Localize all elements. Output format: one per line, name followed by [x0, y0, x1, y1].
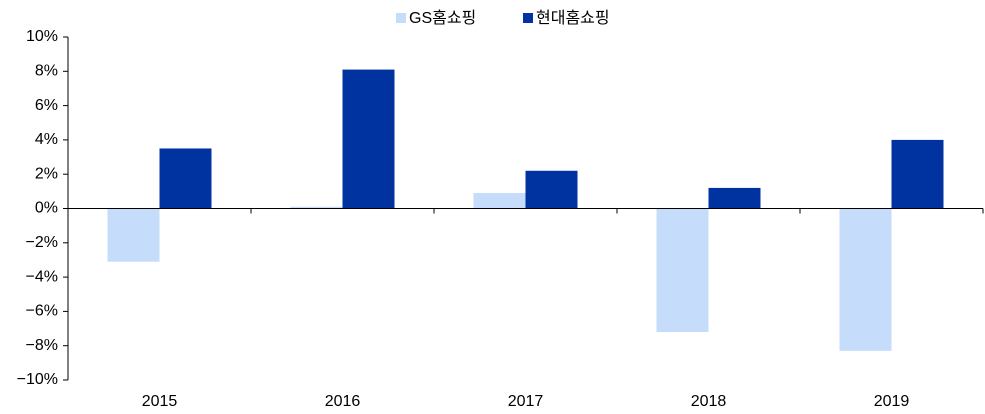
y-tick-label: 2%: [35, 165, 58, 182]
bar: [159, 148, 212, 209]
bar: [839, 208, 892, 351]
bar: [891, 139, 944, 209]
y-tick-label: −8%: [26, 337, 58, 354]
x-tick-label: 2017: [508, 393, 544, 410]
y-tick-label: 0%: [35, 200, 58, 217]
bar: [473, 193, 526, 209]
legend-swatch: [396, 13, 406, 23]
bar: [708, 187, 761, 209]
x-tick-label: 2016: [325, 393, 361, 410]
bar: [656, 208, 709, 332]
bar: [342, 69, 395, 209]
x-tick-label: 2015: [142, 393, 178, 410]
y-tick-label: −2%: [26, 234, 58, 251]
y-tick-label: 4%: [35, 131, 58, 148]
bar: [525, 170, 578, 209]
bar: [290, 206, 343, 209]
y-tick-label: −4%: [26, 268, 58, 285]
legend-label: 현대홈쇼핑: [536, 9, 610, 27]
y-tick-label: 8%: [35, 63, 58, 80]
x-tick-label: 2019: [874, 393, 910, 410]
x-tick-label: 2018: [691, 393, 727, 410]
y-tick-label: 6%: [35, 97, 58, 114]
legend-swatch: [523, 13, 533, 23]
y-tick-label: −6%: [26, 303, 58, 320]
y-tick-label: −10%: [17, 371, 58, 388]
legend-label: GS홈쇼핑: [409, 9, 476, 27]
bar: [107, 208, 160, 262]
y-tick-label: 10%: [26, 28, 58, 45]
